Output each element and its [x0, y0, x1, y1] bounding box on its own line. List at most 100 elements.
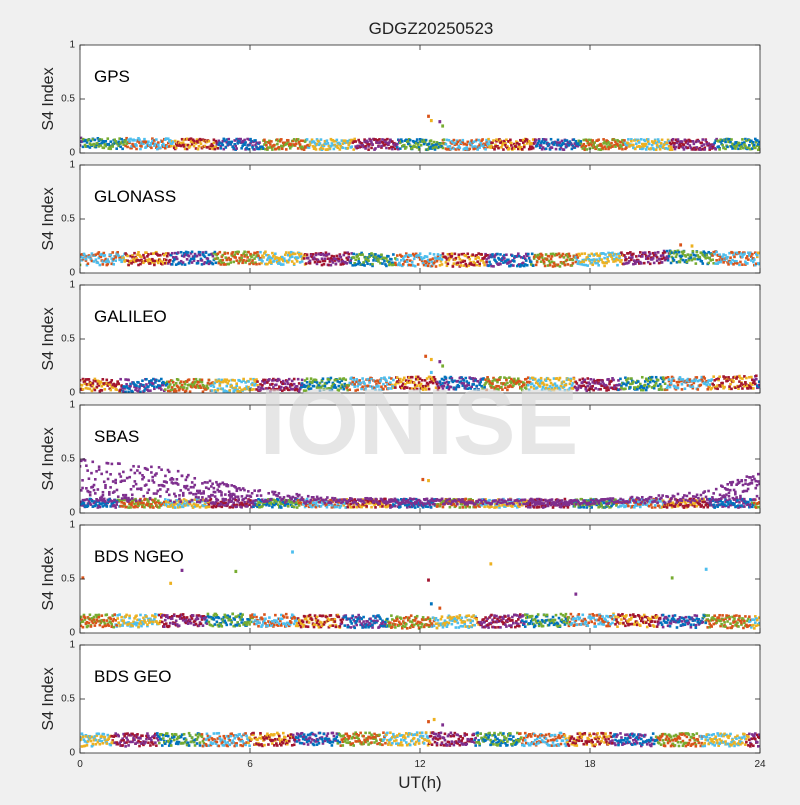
data-point: [669, 386, 672, 389]
data-point: [217, 389, 220, 392]
data-point: [285, 251, 288, 254]
data-point: [112, 263, 115, 266]
data-point: [103, 252, 106, 255]
data-point: [535, 139, 538, 142]
data-point: [232, 502, 235, 505]
data-point: [583, 252, 586, 255]
data-point: [341, 147, 344, 150]
data-point: [367, 259, 370, 262]
data-point: [430, 506, 433, 509]
data-point: [291, 260, 294, 263]
data-point: [370, 147, 373, 150]
data-point: [692, 250, 695, 253]
data-point: [625, 384, 628, 387]
data-point: [713, 142, 716, 145]
data-point: [227, 380, 230, 383]
data-point: [645, 148, 648, 151]
data-point: [288, 259, 291, 262]
data-point: [729, 383, 732, 386]
data-point: [106, 258, 109, 261]
y-axis-label: S4 Index: [40, 187, 57, 250]
data-point: [193, 145, 196, 148]
data-point: [700, 260, 703, 263]
data-point: [212, 263, 215, 266]
data-point: [460, 264, 463, 267]
outlier-point: [430, 119, 433, 122]
data-point: [399, 505, 402, 508]
data-point: [328, 253, 331, 256]
data-point: [333, 148, 336, 151]
data-point: [214, 148, 217, 151]
data-point: [219, 251, 222, 254]
data-point: [164, 388, 167, 391]
y-tick-label: 0: [69, 268, 75, 279]
data-point: [619, 378, 622, 381]
data-point: [417, 143, 420, 146]
data-point: [301, 260, 304, 263]
data-point: [683, 250, 686, 253]
data-point: [405, 146, 408, 149]
data-point: [237, 498, 240, 501]
data-point: [157, 141, 160, 144]
data-point: [249, 378, 252, 381]
data-point: [751, 253, 754, 256]
data-point: [154, 498, 157, 501]
data-point: [651, 376, 654, 379]
data-point: [416, 138, 419, 141]
data-point: [234, 256, 237, 259]
data-point: [285, 148, 288, 151]
data-point: [255, 263, 258, 266]
data-point: [624, 376, 627, 379]
data-point: [746, 262, 749, 265]
data-point: [701, 262, 704, 265]
data-point: [599, 388, 602, 391]
data-point: [175, 390, 178, 393]
data-point: [649, 263, 652, 266]
data-point: [641, 255, 644, 258]
data-point: [225, 385, 228, 388]
data-point: [683, 148, 686, 151]
data-point: [155, 379, 158, 382]
panel-label: GPS: [94, 67, 130, 86]
data-point: [413, 258, 416, 261]
data-point: [137, 251, 140, 254]
data-point: [639, 251, 642, 254]
y-axis-label: S4 Index: [40, 307, 57, 370]
data-point: [409, 139, 412, 142]
data-point: [684, 387, 687, 390]
data-point: [738, 264, 741, 267]
data-point: [673, 379, 676, 382]
data-point: [188, 255, 191, 258]
data-point: [254, 139, 257, 142]
y-tick-label: 1: [69, 160, 75, 171]
data-point: [567, 263, 570, 266]
data-point: [453, 262, 456, 265]
data-point: [521, 148, 524, 151]
data-point: [428, 143, 431, 146]
data-point: [357, 257, 360, 260]
data-point: [135, 384, 138, 387]
data-point: [180, 251, 183, 254]
data-point: [726, 146, 729, 149]
data-point: [451, 255, 454, 258]
data-point: [362, 261, 365, 264]
data-point: [95, 258, 98, 261]
data-point: [718, 253, 721, 256]
data-point: [350, 145, 353, 148]
data-point: [94, 389, 97, 392]
data-point: [117, 382, 120, 385]
data-point: [591, 385, 594, 388]
figure-title: GDGZ20250523: [369, 19, 494, 38]
data-point: [114, 256, 117, 259]
data-point: [309, 260, 312, 263]
data-point: [244, 141, 247, 144]
data-point: [111, 251, 114, 254]
data-point: [741, 256, 744, 259]
data-point: [199, 251, 202, 254]
data-point: [380, 253, 383, 256]
data-point: [374, 506, 377, 509]
data-point: [608, 383, 611, 386]
data-point: [109, 140, 112, 143]
data-point: [153, 385, 156, 388]
data-point: [679, 376, 682, 379]
